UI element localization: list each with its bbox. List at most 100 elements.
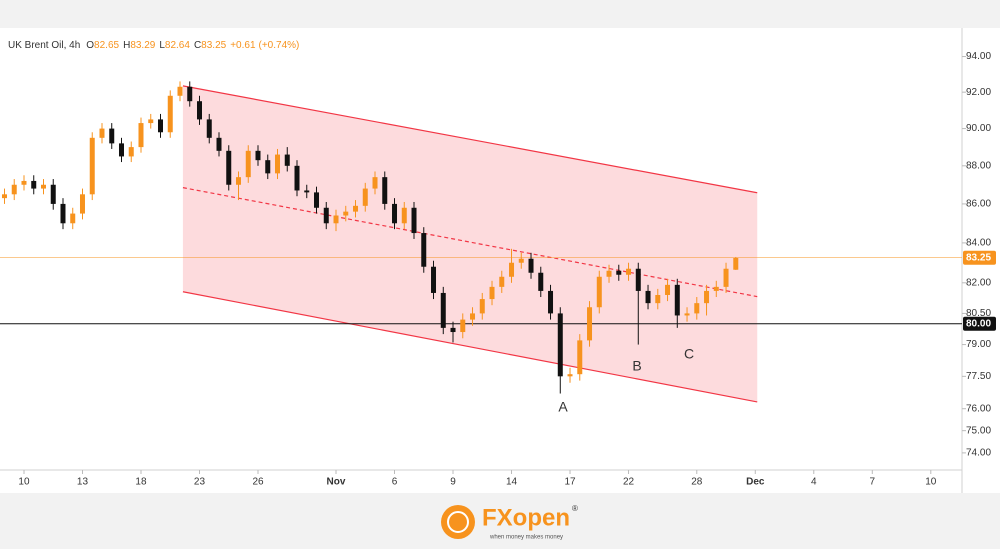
candle-body <box>557 313 563 377</box>
candle-body <box>606 270 612 277</box>
candle-body <box>148 119 154 124</box>
candle-body <box>635 268 641 291</box>
annotation: B <box>632 358 641 374</box>
x-tick-label: 23 <box>194 477 206 488</box>
candle-body <box>538 272 544 291</box>
candle-body <box>314 192 320 208</box>
candle-body <box>50 184 56 204</box>
ohlc-label: C <box>194 40 201 51</box>
change: +0.61 <box>230 40 256 51</box>
x-tick-label: Nov <box>327 477 346 488</box>
x-tick-label: 10 <box>18 477 30 488</box>
x-tick-label: 14 <box>506 477 518 488</box>
candle-body <box>11 184 17 195</box>
ohlc-label: O <box>86 40 94 51</box>
candle-body <box>479 299 485 314</box>
y-tick-label: 79.00 <box>966 339 991 350</box>
x-tick-label: 28 <box>691 477 703 488</box>
candle-body <box>509 262 515 277</box>
ohlc-value: 83.25 <box>201 40 226 51</box>
candle-body <box>275 154 281 174</box>
candle-body <box>372 177 378 189</box>
channel-fill <box>182 85 758 402</box>
candle-body <box>665 284 671 295</box>
x-tick-label: 26 <box>252 477 264 488</box>
candle-body <box>70 213 76 224</box>
candle-body <box>723 268 729 287</box>
candle-body <box>596 276 602 308</box>
price-badge <box>963 250 996 265</box>
candle-body <box>518 258 524 263</box>
ohlc-label: L <box>159 40 165 51</box>
ohlc-value: 82.65 <box>94 40 119 51</box>
top-band <box>0 0 1000 28</box>
y-tick-label: 75.00 <box>966 425 991 436</box>
candle-body <box>713 286 719 291</box>
candle-body <box>460 319 466 333</box>
candle-body <box>626 268 632 275</box>
candle-body <box>236 177 242 185</box>
candle-body <box>187 86 193 102</box>
ohlc-value: 82.64 <box>165 40 190 51</box>
candle-body <box>216 137 222 151</box>
ohlc-label: H <box>123 40 130 51</box>
candle-body <box>382 177 388 204</box>
candle-body <box>674 284 680 316</box>
candle-body <box>470 313 476 320</box>
x-tick-label: 22 <box>623 477 635 488</box>
candle-body <box>40 184 46 189</box>
y-tick-label: 80.50 <box>966 308 991 319</box>
channel-upper <box>182 85 758 194</box>
x-tick-label: 17 <box>564 477 576 488</box>
candle-body <box>450 327 456 333</box>
y-tick-label: 77.50 <box>966 371 991 382</box>
x-tick-label: 4 <box>811 477 817 488</box>
annotation: C <box>684 346 694 362</box>
candle-body <box>577 340 583 375</box>
candle-body <box>694 303 700 314</box>
price-badge-label: 80.00 <box>966 318 991 329</box>
candle-body <box>89 137 95 195</box>
y-tick-label: 82.00 <box>966 277 991 288</box>
y-tick-label: 84.00 <box>966 238 991 249</box>
candle-body <box>128 147 134 157</box>
candle-body <box>1 194 7 199</box>
candle-body <box>353 205 359 212</box>
x-tick-label: 18 <box>135 477 147 488</box>
candle-body <box>109 128 115 144</box>
candle-body <box>548 290 554 314</box>
price-badge-label: 83.25 <box>966 252 991 263</box>
candle-body <box>294 165 300 191</box>
candle-body <box>226 150 232 185</box>
candle-body <box>206 119 212 138</box>
candle-body <box>343 211 349 216</box>
candle-body <box>21 180 27 185</box>
candle-body <box>60 203 66 224</box>
candle-body <box>411 207 417 234</box>
y-tick-label: 94.00 <box>966 51 991 62</box>
plot: 74.00 75.00 76.00 77.50 79.00 80.50 82.00 84.00… <box>0 51 996 488</box>
candle-body <box>421 233 427 267</box>
x-tick-label: 9 <box>450 477 456 488</box>
y-tick-label: 76.00 <box>966 403 991 414</box>
header: UK Brent Oil, 4h O82.65 H83.29 L82.64 C83.25… <box>8 40 299 51</box>
logo: FXopen ® when money makes money <box>441 504 578 541</box>
ohlc-value: 83.29 <box>130 40 155 51</box>
candle-body <box>392 203 398 224</box>
candle-body <box>333 215 339 224</box>
candle-body <box>684 313 690 316</box>
symbol: UK Brent Oil, 4h <box>8 40 80 51</box>
footer <box>0 493 1000 549</box>
logo-mark: ® <box>572 504 578 513</box>
candle-body <box>167 95 173 133</box>
candle-body <box>138 123 144 148</box>
candle-body <box>79 194 85 214</box>
x-tick-label: 10 <box>925 477 937 488</box>
candle-body <box>255 150 261 161</box>
y-tick-label: 74.00 <box>966 448 991 459</box>
candle-body <box>489 286 495 300</box>
candle-body <box>499 276 505 287</box>
candle-body <box>567 374 573 377</box>
candle-body <box>245 150 251 178</box>
